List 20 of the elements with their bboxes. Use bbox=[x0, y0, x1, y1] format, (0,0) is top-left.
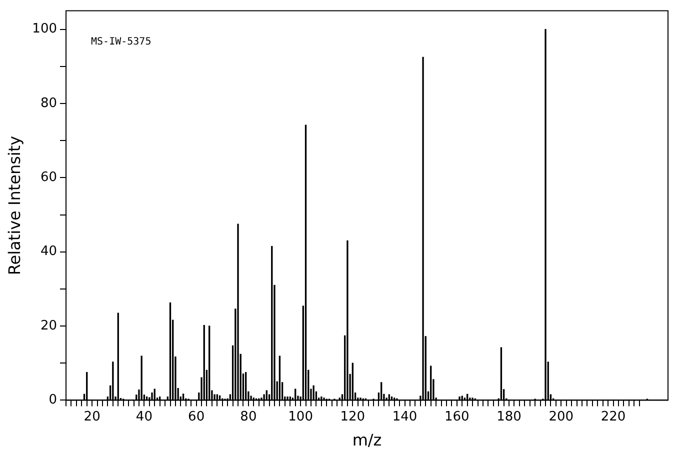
x-tick-label: 200 bbox=[548, 409, 574, 424]
x-tick-label: 100 bbox=[288, 409, 313, 424]
x-tick-label: 220 bbox=[600, 409, 626, 424]
annotation: MS-IW-5375 bbox=[91, 36, 152, 48]
y-tick-label: 0 bbox=[48, 392, 58, 408]
x-tick-label: 160 bbox=[444, 409, 470, 424]
y-tick-label: 100 bbox=[32, 22, 58, 37]
x-tick-label: 60 bbox=[188, 409, 205, 424]
y-axis-title: Relative Intensity bbox=[4, 136, 24, 276]
x-tick-label: 20 bbox=[84, 409, 100, 424]
x-tick-label: 140 bbox=[392, 409, 418, 424]
x-tick-label: 120 bbox=[340, 409, 366, 424]
y-tick-label: 60 bbox=[40, 170, 58, 186]
x-tick-label: 180 bbox=[496, 409, 522, 424]
x-tick-label: 80 bbox=[240, 409, 257, 424]
x-tick-label: 40 bbox=[136, 409, 152, 424]
y-tick-label: 40 bbox=[40, 244, 58, 260]
y-tick-label: 80 bbox=[40, 96, 58, 111]
x-axis-title: m/z bbox=[352, 430, 382, 450]
y-tick-label: 20 bbox=[40, 318, 58, 334]
